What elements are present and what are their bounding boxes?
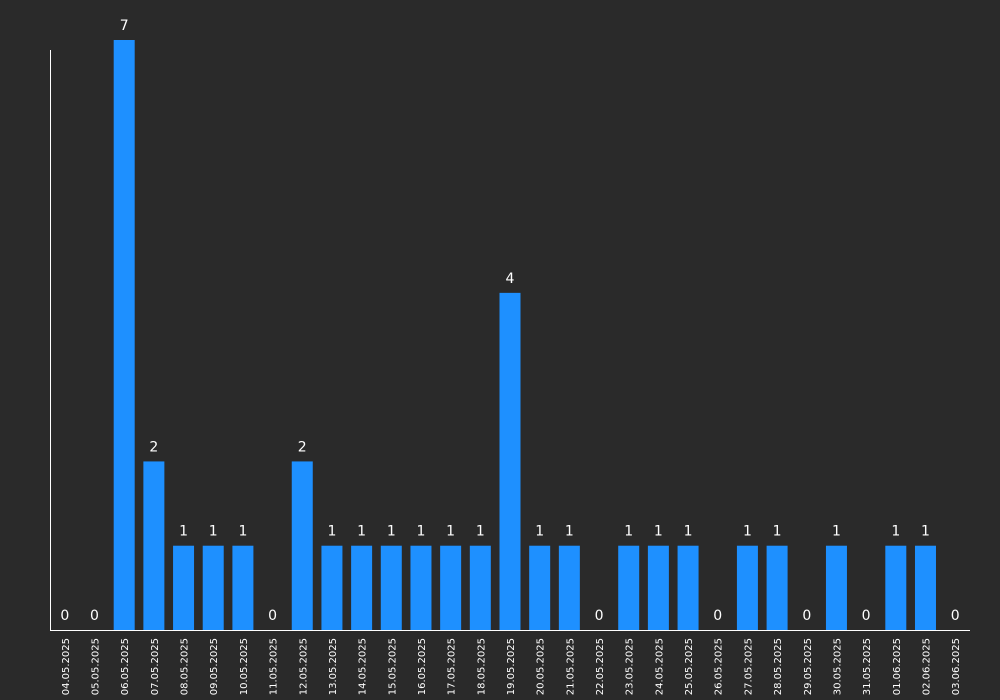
x-tick-label-11.05.2025: 11.05.2025 <box>269 638 280 695</box>
x-tick-label-26.05.2025: 26.05.2025 <box>714 638 725 695</box>
value-label-14.05.2025: 1 <box>357 524 366 540</box>
value-label-08.05.2025: 1 <box>179 524 188 540</box>
bar-20.05.2025 <box>529 545 551 630</box>
value-label-30.05.2025: 1 <box>832 524 841 540</box>
x-tick-label-20.05.2025: 20.05.2025 <box>536 638 547 695</box>
value-label-01.06.2025: 1 <box>891 524 900 540</box>
x-tick-label-23.05.2025: 23.05.2025 <box>625 638 636 695</box>
bar-30.05.2025 <box>825 545 847 630</box>
value-label-25.05.2025: 1 <box>684 524 693 540</box>
bar-19.05.2025 <box>499 292 521 630</box>
x-tick-label-24.05.2025: 24.05.2025 <box>654 638 665 695</box>
x-tick-label-09.05.2025: 09.05.2025 <box>209 638 220 695</box>
bar-09.05.2025 <box>202 545 224 630</box>
value-label-04.05.2025: 0 <box>60 608 69 624</box>
value-label-31.05.2025: 0 <box>862 608 871 624</box>
value-label-24.05.2025: 1 <box>654 524 663 540</box>
value-label-05.05.2025: 0 <box>90 608 99 624</box>
bar-10.05.2025 <box>232 545 254 630</box>
value-label-19.05.2025: 4 <box>506 271 515 287</box>
value-label-20.05.2025: 1 <box>535 524 544 540</box>
x-tick-label-21.05.2025: 21.05.2025 <box>565 638 576 695</box>
value-label-15.05.2025: 1 <box>387 524 396 540</box>
bar-08.05.2025 <box>173 545 195 630</box>
value-label-16.05.2025: 1 <box>417 524 426 540</box>
value-label-03.06.2025: 0 <box>951 608 960 624</box>
value-label-22.05.2025: 0 <box>595 608 604 624</box>
value-label-12.05.2025: 2 <box>298 439 307 455</box>
x-tick-label-08.05.2025: 08.05.2025 <box>180 638 191 695</box>
value-label-28.05.2025: 1 <box>773 524 782 540</box>
bar-17.05.2025 <box>440 545 462 630</box>
value-label-26.05.2025: 0 <box>713 608 722 624</box>
x-tick-label-17.05.2025: 17.05.2025 <box>447 638 458 695</box>
x-tick-label-05.05.2025: 05.05.2025 <box>91 638 102 695</box>
bar-16.05.2025 <box>410 545 432 630</box>
value-label-10.05.2025: 1 <box>238 524 247 540</box>
bar-12.05.2025 <box>291 461 313 630</box>
value-label-02.06.2025: 1 <box>921 524 930 540</box>
x-tick-label-15.05.2025: 15.05.2025 <box>387 638 398 695</box>
x-tick-label-28.05.2025: 28.05.2025 <box>773 638 784 695</box>
bar-13.05.2025 <box>321 545 343 630</box>
value-label-23.05.2025: 1 <box>624 524 633 540</box>
value-labels-group: 0 0 7 2 1 1 1 0 2 1 1 1 1 1 1 4 1 1 0 1 1 1 0 1 1 0 1 0 1 1 0 <box>60 18 959 624</box>
value-label-17.05.2025: 1 <box>446 524 455 540</box>
x-tick-label-19.05.2025: 19.05.2025 <box>506 638 517 695</box>
value-label-29.05.2025: 0 <box>802 608 811 624</box>
x-tick-label-16.05.2025: 16.05.2025 <box>417 638 428 695</box>
bar-07.05.2025 <box>143 461 165 630</box>
x-tick-label-18.05.2025: 18.05.2025 <box>476 638 487 695</box>
bar-25.05.2025 <box>677 545 699 630</box>
bar-14.05.2025 <box>351 545 373 630</box>
x-tick-label-22.05.2025: 22.05.2025 <box>595 638 606 695</box>
value-label-21.05.2025: 1 <box>565 524 574 540</box>
x-tick-label-13.05.2025: 13.05.2025 <box>328 638 339 695</box>
bar-15.05.2025 <box>380 545 402 630</box>
x-tick-label-04.05.2025: 04.05.2025 <box>61 638 72 695</box>
bar-28.05.2025 <box>766 545 788 630</box>
value-label-18.05.2025: 1 <box>476 524 485 540</box>
x-tick-label-12.05.2025: 12.05.2025 <box>298 638 309 695</box>
bar-06.05.2025 <box>113 40 135 630</box>
x-tick-labels-group: 04.05.2025 05.05.2025 06.05.2025 07.05.2025… <box>61 638 962 695</box>
value-label-11.05.2025: 0 <box>268 608 277 624</box>
value-label-07.05.2025: 2 <box>149 439 158 455</box>
value-label-13.05.2025: 1 <box>327 524 336 540</box>
x-tick-label-14.05.2025: 14.05.2025 <box>358 638 369 695</box>
value-label-06.05.2025: 7 <box>120 18 129 34</box>
x-tick-label-27.05.2025: 27.05.2025 <box>743 638 754 695</box>
value-label-09.05.2025: 1 <box>209 524 218 540</box>
value-label-27.05.2025: 1 <box>743 524 752 540</box>
bars-group <box>113 40 936 630</box>
bar-02.06.2025 <box>914 545 936 630</box>
bar-01.06.2025 <box>885 545 907 630</box>
bar-24.05.2025 <box>647 545 669 630</box>
x-tick-label-07.05.2025: 07.05.2025 <box>150 638 161 695</box>
x-tick-label-02.06.2025: 02.06.2025 <box>921 638 932 695</box>
x-tick-label-25.05.2025: 25.05.2025 <box>684 638 695 695</box>
bar-23.05.2025 <box>618 545 640 630</box>
x-tick-label-10.05.2025: 10.05.2025 <box>239 638 250 695</box>
x-tick-label-29.05.2025: 29.05.2025 <box>803 638 814 695</box>
x-tick-label-31.05.2025: 31.05.2025 <box>862 638 873 695</box>
x-tick-label-03.06.2025: 03.06.2025 <box>951 638 962 695</box>
bar-21.05.2025 <box>558 545 580 630</box>
x-tick-label-01.06.2025: 01.06.2025 <box>892 638 903 695</box>
bar-18.05.2025 <box>469 545 491 630</box>
x-tick-label-30.05.2025: 30.05.2025 <box>832 638 843 695</box>
x-tick-label-06.05.2025: 06.05.2025 <box>120 638 131 695</box>
bar-27.05.2025 <box>736 545 758 630</box>
